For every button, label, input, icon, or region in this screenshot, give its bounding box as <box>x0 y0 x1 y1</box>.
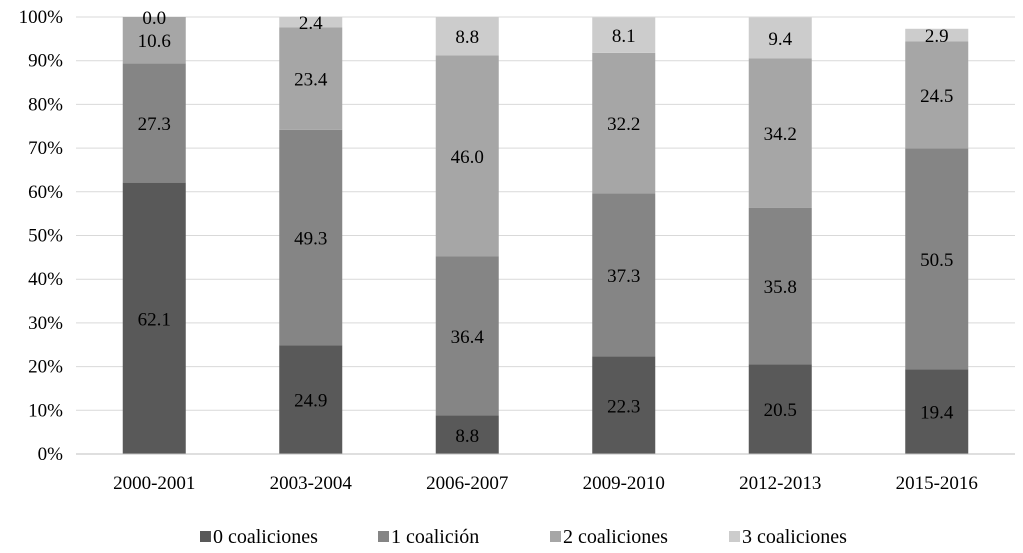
data-label: 23.4 <box>294 70 328 91</box>
bar-segment <box>279 27 343 130</box>
x-axis-tick-labels: 2000-2001 2003-2004 2006-2007 2009-2010 2012… <box>113 473 978 494</box>
bar-segment <box>748 58 812 208</box>
data-label: 49.3 <box>294 228 327 249</box>
y-axis-tick-labels: 0% 10% 20% 30% 40% 50% 60% 70% 80% 90% 100% <box>19 7 64 465</box>
gridlines <box>76 16 1015 411</box>
data-label: 35.8 <box>764 277 797 298</box>
x-tick-label: 2012-2013 <box>739 473 821 494</box>
bar-segment <box>592 356 656 454</box>
bar-segment <box>279 129 343 346</box>
data-label: 2.9 <box>925 26 949 47</box>
data-label: 50.5 <box>920 250 953 271</box>
data-label: 9.4 <box>768 29 792 50</box>
y-tick-label: 40% <box>28 269 63 290</box>
bar-segment <box>435 17 499 56</box>
legend-label: 2 coaliciones <box>563 526 668 548</box>
y-tick-label: 60% <box>28 182 63 203</box>
data-label: 36.4 <box>451 327 485 348</box>
bar-segment <box>122 17 186 64</box>
bar-segment <box>122 182 186 455</box>
data-label: 24.9 <box>294 391 327 412</box>
y-tick-label: 30% <box>28 313 63 334</box>
bar-segment <box>122 63 186 183</box>
x-tick-label: 2009-2010 <box>583 473 665 494</box>
legend: 0 coaliciones 1 coalición 2 coaliciones 3 c… <box>200 526 847 548</box>
bar-segment <box>748 364 812 454</box>
data-label: 8.8 <box>455 27 479 48</box>
data-label: 22.3 <box>607 396 640 417</box>
data-label: 8.8 <box>455 426 479 447</box>
data-label: 46.0 <box>451 147 484 168</box>
bar-segment <box>748 207 812 365</box>
bar-segment <box>279 345 343 454</box>
data-label: 32.2 <box>607 114 640 135</box>
data-label: 0.0 <box>142 8 166 29</box>
data-label: 27.3 <box>138 114 171 135</box>
y-tick-label: 20% <box>28 357 63 378</box>
data-label: 19.4 <box>920 403 954 424</box>
data-label: 62.1 <box>138 309 171 330</box>
y-tick-label: 70% <box>28 138 63 159</box>
y-tick-label: 10% <box>28 400 63 421</box>
bar-segment <box>592 193 656 357</box>
bar-segment <box>905 41 969 149</box>
y-tick-label: 50% <box>28 226 63 247</box>
legend-label: 0 coaliciones <box>213 526 318 548</box>
data-label: 34.2 <box>764 124 797 145</box>
data-label: 2.4 <box>299 13 323 34</box>
data-label: 10.6 <box>138 31 171 52</box>
y-tick-label: 90% <box>28 51 63 72</box>
data-label: 8.1 <box>612 26 636 47</box>
y-tick-label: 100% <box>19 7 64 28</box>
legend-label: 3 coaliciones <box>742 526 847 548</box>
legend-swatch <box>378 531 389 542</box>
legend-swatch <box>200 531 211 542</box>
bar-segment <box>435 415 499 454</box>
legend-swatch <box>550 531 561 542</box>
bar-segment <box>748 17 812 59</box>
x-tick-label: 2003-2004 <box>270 473 353 494</box>
x-tick-label: 2006-2007 <box>426 473 508 494</box>
bar-segment <box>905 148 969 370</box>
data-label: 20.5 <box>764 400 797 421</box>
data-labels: 62.1 27.3 10.60.0 24.9 49.3 23.4 2.4 8.8 36.4 46.… <box>138 8 954 447</box>
bar-segment <box>435 256 499 416</box>
legend-label: 1 coalición <box>391 526 479 548</box>
bar-segment <box>905 369 969 454</box>
x-tick-label: 2015-2016 <box>896 473 978 494</box>
x-tick-label: 2000-2001 <box>113 473 195 494</box>
data-label: 37.3 <box>607 266 640 287</box>
bar-segment <box>592 17 656 53</box>
bar-segment <box>279 17 343 28</box>
y-tick-label: 80% <box>28 94 63 115</box>
bar-segment <box>435 55 499 257</box>
bar-stacks <box>122 17 969 455</box>
data-label: 24.5 <box>920 86 953 107</box>
bar-segment <box>905 28 969 42</box>
bar-segment <box>592 52 656 194</box>
legend-swatch <box>729 531 740 542</box>
y-tick-label: 0% <box>38 444 64 465</box>
